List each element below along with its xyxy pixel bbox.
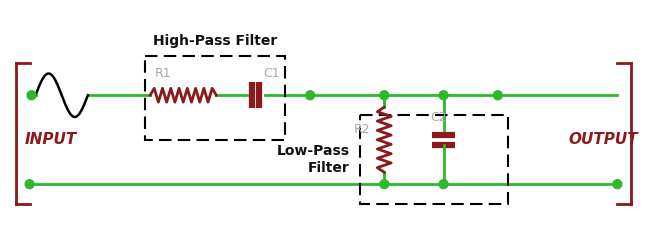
Circle shape bbox=[493, 91, 502, 100]
Circle shape bbox=[613, 180, 622, 189]
Text: C2: C2 bbox=[430, 112, 447, 124]
Circle shape bbox=[27, 91, 36, 100]
Circle shape bbox=[439, 180, 448, 189]
Circle shape bbox=[306, 91, 315, 100]
Circle shape bbox=[439, 91, 448, 100]
Text: INPUT: INPUT bbox=[24, 132, 77, 147]
Circle shape bbox=[25, 180, 34, 189]
Text: R2: R2 bbox=[354, 123, 370, 136]
Circle shape bbox=[380, 91, 389, 100]
Text: Low-Pass
Filter: Low-Pass Filter bbox=[277, 144, 350, 175]
Circle shape bbox=[380, 180, 389, 189]
Text: R1: R1 bbox=[155, 67, 172, 80]
Text: High-Pass Filter: High-Pass Filter bbox=[153, 34, 278, 48]
Text: C1: C1 bbox=[264, 67, 280, 80]
Text: OUTPUT: OUTPUT bbox=[569, 132, 638, 147]
